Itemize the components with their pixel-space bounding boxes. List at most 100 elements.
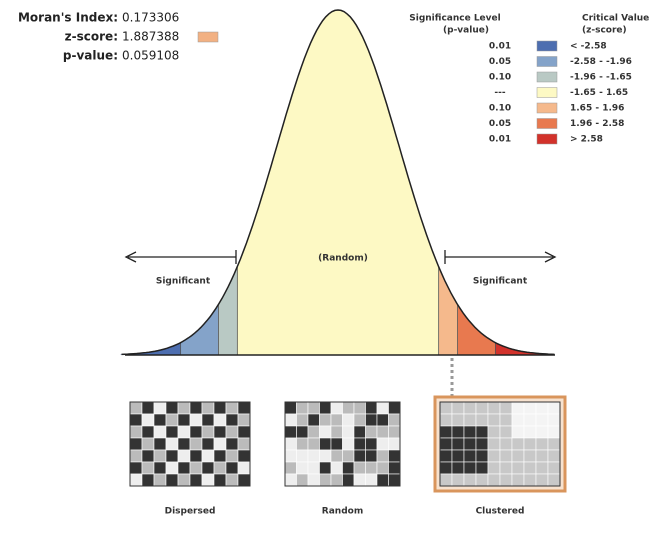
map-cell [377,474,389,486]
map-cell [476,402,488,414]
map-cell [214,474,226,486]
map-cell [178,414,190,426]
map-cell [308,474,320,486]
map-cell [202,414,214,426]
z-sub: (z-score) [582,26,627,36]
map-cell [354,402,366,414]
map-cell [285,414,297,426]
map-cell [524,426,536,438]
map-cell [488,402,500,414]
map-cell [389,438,401,450]
map-cell [452,474,464,486]
map-cell [488,414,500,426]
map-cell [512,402,524,414]
map-cell [285,438,297,450]
map-cell [524,474,536,486]
p-value: 0.10 [489,104,511,114]
z-range: -1.96 - -1.65 [570,73,632,83]
stat-value: 0.173306 [122,11,179,25]
z-range: > 2.58 [570,135,603,145]
map-cell [500,474,512,486]
map-cell [452,462,464,474]
map-cell [190,402,202,414]
map-cell [238,438,250,450]
map-cell [142,474,154,486]
map-cell [166,414,178,426]
map-cell [500,426,512,438]
map-cell [214,450,226,462]
map-cell [214,402,226,414]
map-cell [476,438,488,450]
map-cell [214,438,226,450]
map-cell [464,474,476,486]
map-cell [331,414,343,426]
map-cell [389,402,401,414]
map-cell [452,426,464,438]
map-cell [488,438,500,450]
map-cell [464,402,476,414]
z-range: -1.65 - 1.65 [570,88,628,98]
map-cell [377,414,389,426]
p-value: 0.10 [489,73,511,83]
stat-value: 1.887388 [122,30,179,44]
map-cell [452,438,464,450]
map-cell [308,438,320,450]
map-cell [214,462,226,474]
map-cell [238,450,250,462]
z-range: 1.96 - 2.58 [570,119,624,129]
map-cell [154,414,166,426]
map-cell [320,474,332,486]
legend-swatch [537,119,557,129]
stat-label: Moran's Index: [18,11,118,25]
map-cell [354,474,366,486]
map-cell [226,450,238,462]
moran-report: Significant (Random) Significant Moran's… [0,0,663,535]
map-cell [476,426,488,438]
legend-swatch [537,134,557,144]
map-cell [343,462,355,474]
map-cell [285,426,297,438]
map-label: Clustered [476,507,525,517]
map-cell [166,474,178,486]
map-cell [320,462,332,474]
map-cell [238,414,250,426]
curve-region [495,0,582,355]
map-cell [130,450,142,462]
map-cell [142,450,154,462]
map-cell [297,414,309,426]
map-cell [142,462,154,474]
map-cell [166,402,178,414]
map-cell [440,414,452,426]
map-cell [166,462,178,474]
map-cell [536,414,548,426]
map-cell [142,402,154,414]
map-cell [524,462,536,474]
map-cell [202,426,214,438]
map-cell [130,402,142,414]
map-cell [285,474,297,486]
map-cell [536,402,548,414]
z-range: -2.58 - -1.96 [570,57,632,67]
map-cell [226,426,238,438]
map-cell [548,450,560,462]
map-cell [500,402,512,414]
map-cell [389,474,401,486]
map-cell [512,450,524,462]
map-cell [548,402,560,414]
map-cell [366,402,378,414]
map-cell [297,426,309,438]
map-cell [226,462,238,474]
map-cell [366,462,378,474]
map-cell [202,474,214,486]
map-cell [524,450,536,462]
map-cell [226,402,238,414]
map-cell [377,438,389,450]
map-cell [536,462,548,474]
map-cell [536,426,548,438]
map-cell [500,462,512,474]
map-cell [166,438,178,450]
map-cell [297,438,309,450]
map-cell [440,426,452,438]
map-cell [238,462,250,474]
map-cell [285,450,297,462]
